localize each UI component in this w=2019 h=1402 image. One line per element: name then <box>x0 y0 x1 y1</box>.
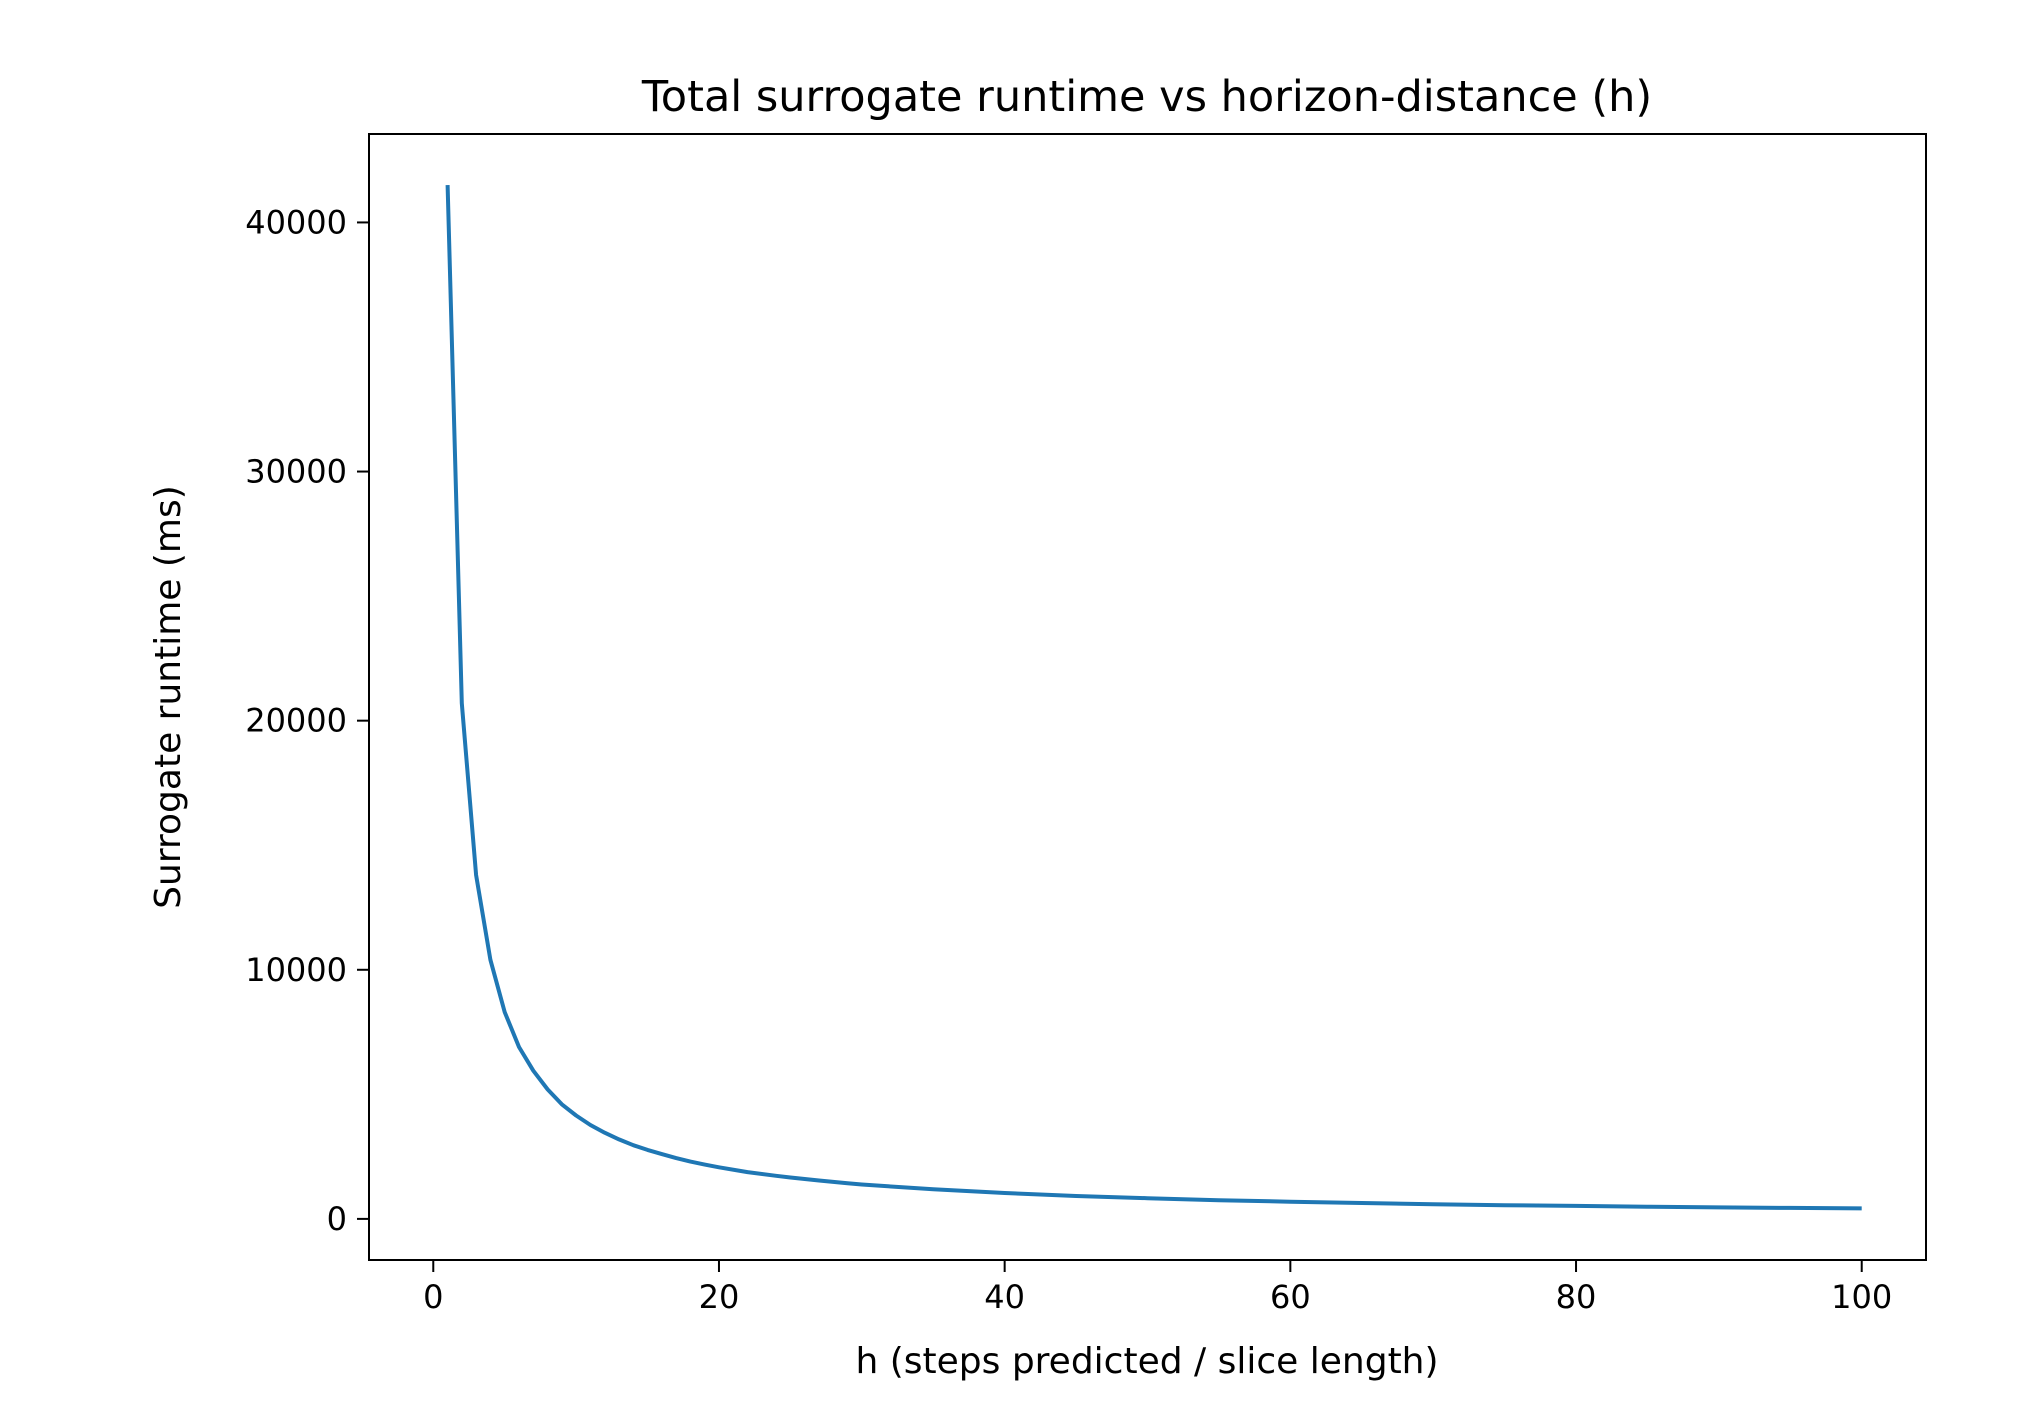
y-tick-label: 0 <box>327 1200 347 1238</box>
series-layer <box>445 185 1862 1211</box>
x-tick-label: 40 <box>984 1278 1025 1316</box>
x-tick-label: 0 <box>423 1278 443 1316</box>
series-line-0 <box>445 185 1862 1211</box>
y-tick-label: 40000 <box>245 203 347 241</box>
x-tick-label: 20 <box>699 1278 740 1316</box>
chart-title: Total surrogate runtime vs horizon-dista… <box>641 72 1652 122</box>
x-tick-label: 80 <box>1556 1278 1597 1316</box>
y-tick-label: 10000 <box>245 951 347 989</box>
plot-frame <box>368 133 1927 1261</box>
x-axis-label: h (steps predicted / slice length) <box>855 1341 1438 1382</box>
x-tick-label: 100 <box>1831 1278 1892 1316</box>
y-tick-label: 20000 <box>245 702 347 740</box>
x-tick-label: 60 <box>1270 1278 1311 1316</box>
y-tick-label: 30000 <box>245 453 347 491</box>
x-axis-ticks: 0 20 40 60 80 100 <box>423 1260 1892 1316</box>
y-axis-label: Surrogate runtime (ms) <box>148 485 189 909</box>
y-axis-ticks: 0 10000 20000 30000 40000 <box>245 203 369 1238</box>
plot-area <box>369 134 1926 1260</box>
